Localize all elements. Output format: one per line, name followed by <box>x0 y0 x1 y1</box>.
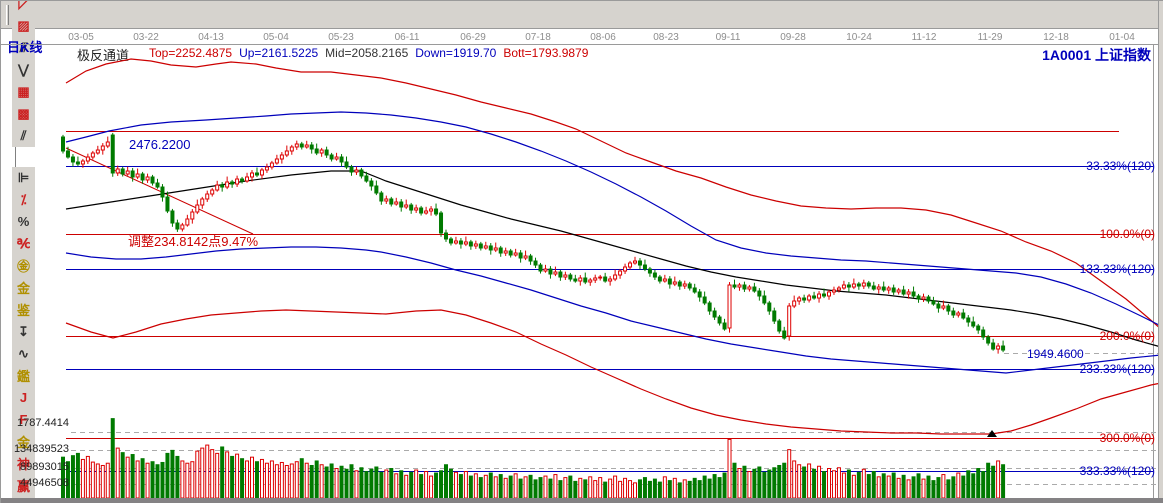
toolbar-button-scale-icon[interactable]: ⊫ <box>12 166 35 189</box>
kline-period-label[interactable]: 日K线 <box>7 40 43 55</box>
bottom-marker-triangle <box>987 430 997 437</box>
date-axis-label: 12-18 <box>1043 32 1069 43</box>
channel-value: Top=2252.4875 <box>149 46 233 60</box>
symbol-label[interactable]: 1A0001 上证指数 <box>1042 47 1151 63</box>
toolbar-button-grid-arrow-icon[interactable]: ▩ <box>12 102 35 125</box>
channel-up-blue <box>65 111 1162 327</box>
channel-values-line: Top=2252.4875 Up=2161.5225 Mid=2058.2165 Do… <box>149 46 602 60</box>
toolbar-button-percent-icon[interactable]: % <box>12 210 35 233</box>
toolbar-button-trend-lines-icon[interactable]: ⫻ <box>12 36 35 59</box>
date-axis-label: 05-04 <box>263 32 289 43</box>
toolbar-separator <box>15 146 17 167</box>
channel-value: Up=2161.5225 <box>239 46 319 60</box>
toolbar-button-ying-angle-icon[interactable]: 赢 <box>12 474 35 497</box>
toolbar-button-gold-circle-icon[interactable]: ㊎ <box>12 254 35 277</box>
toolbar-button-zigzag-icon[interactable]: ⋁ <box>12 58 35 81</box>
window-bottom-edge <box>1 498 1163 503</box>
percent-level-label: 200.0%(0) <box>1099 329 1155 343</box>
date-axis-label: 08-23 <box>653 32 679 43</box>
toolbar-button-drop-pen-icon[interactable]: ↧ <box>12 320 35 343</box>
channel-mid-black <box>65 170 1162 348</box>
channel-value: Mid=2058.2165 <box>325 46 409 60</box>
toolbar-button-gold-bar-icon[interactable]: 鉴 <box>12 298 35 321</box>
toolbar-button-parallel-icon[interactable]: ⫽ <box>12 124 35 147</box>
toolbar-button-shen-angle-icon[interactable]: 神 <box>12 452 35 475</box>
date-axis-label: 09-11 <box>715 32 741 43</box>
toolbar-button-percent-rule-icon[interactable]: ℀ <box>12 232 35 255</box>
toolbar-button-gann-box-icon[interactable]: ◸ <box>12 1 35 15</box>
volume-axis-label: 134839523 <box>13 443 69 455</box>
volume-axis-label: 89893015 <box>20 461 69 473</box>
channel-value: Down=1919.70 <box>415 46 497 60</box>
percent-level-label: 233.33%(120) <box>1079 362 1155 376</box>
date-axis-label: 03-05 <box>68 32 94 43</box>
date-axis-label: 11-12 <box>911 32 937 43</box>
peak-price-annotation: 2476.2200 <box>129 137 191 152</box>
date-axis-label: 08-06 <box>590 32 616 43</box>
percent-level-label: 33.33%(120) <box>1086 159 1155 173</box>
percent-level-label: 333.33%(120) <box>1079 464 1155 478</box>
percent-level-label: 133.33%(120) <box>1079 262 1155 276</box>
toolbar-button-percent-line-icon[interactable]: ⁒ <box>12 188 35 211</box>
adjustment-annotation: 调整234.8142点9.47% <box>128 234 259 249</box>
volume-axis-label: 44946508 <box>20 477 69 489</box>
window-right-edge <box>1158 1 1163 503</box>
toolbar-button-f-angle-icon[interactable]: F <box>12 408 35 431</box>
date-axis-label: 06-11 <box>394 32 420 43</box>
date-axis-label: 06-29 <box>460 32 486 43</box>
date-axis-label: 10-24 <box>846 32 872 43</box>
volume-axis-label: 1787.4414 <box>17 417 69 429</box>
toolbar-button-gold-lines-icon[interactable]: 金 <box>12 276 35 299</box>
date-axis-label: 03-22 <box>133 32 159 43</box>
channel-down-blue <box>65 246 1162 374</box>
low-price-annotation: 1949.4600 <box>1027 347 1084 361</box>
toolbar-button-grid-red-icon[interactable]: ▦ <box>12 80 35 103</box>
date-axis-label: 11-29 <box>977 32 1003 43</box>
channel-value: Bott=1793.9879 <box>503 46 589 60</box>
toolbar-button-j-angle-icon[interactable]: J <box>12 386 35 409</box>
channel-top-red <box>65 58 1162 330</box>
date-axis-label: 05-23 <box>328 32 354 43</box>
date-axis-label: 04-13 <box>198 32 224 43</box>
toolbar-button-gold-angle-icon[interactable]: 金 <box>12 430 35 453</box>
date-axis-label: 09-28 <box>780 32 806 43</box>
toolbar-grip[interactable] <box>6 4 9 25</box>
percent-level-label: 300.0%(0) <box>1099 431 1155 445</box>
date-axis-label: 07-18 <box>525 32 551 43</box>
channel-bott-red <box>65 309 1162 435</box>
toolbar-button-hatch-box-icon[interactable]: ▨ <box>12 14 35 37</box>
toolbar-button-wave-a-icon[interactable]: ∿ <box>12 342 35 365</box>
indicator-name-label[interactable]: 极反通道 <box>77 48 130 63</box>
percent-level-label: 100.0%(0) <box>1099 227 1155 241</box>
toolbar-button-gold-box-icon[interactable]: 鑑 <box>12 364 35 387</box>
date-axis-label: 01-04 <box>1109 32 1135 43</box>
